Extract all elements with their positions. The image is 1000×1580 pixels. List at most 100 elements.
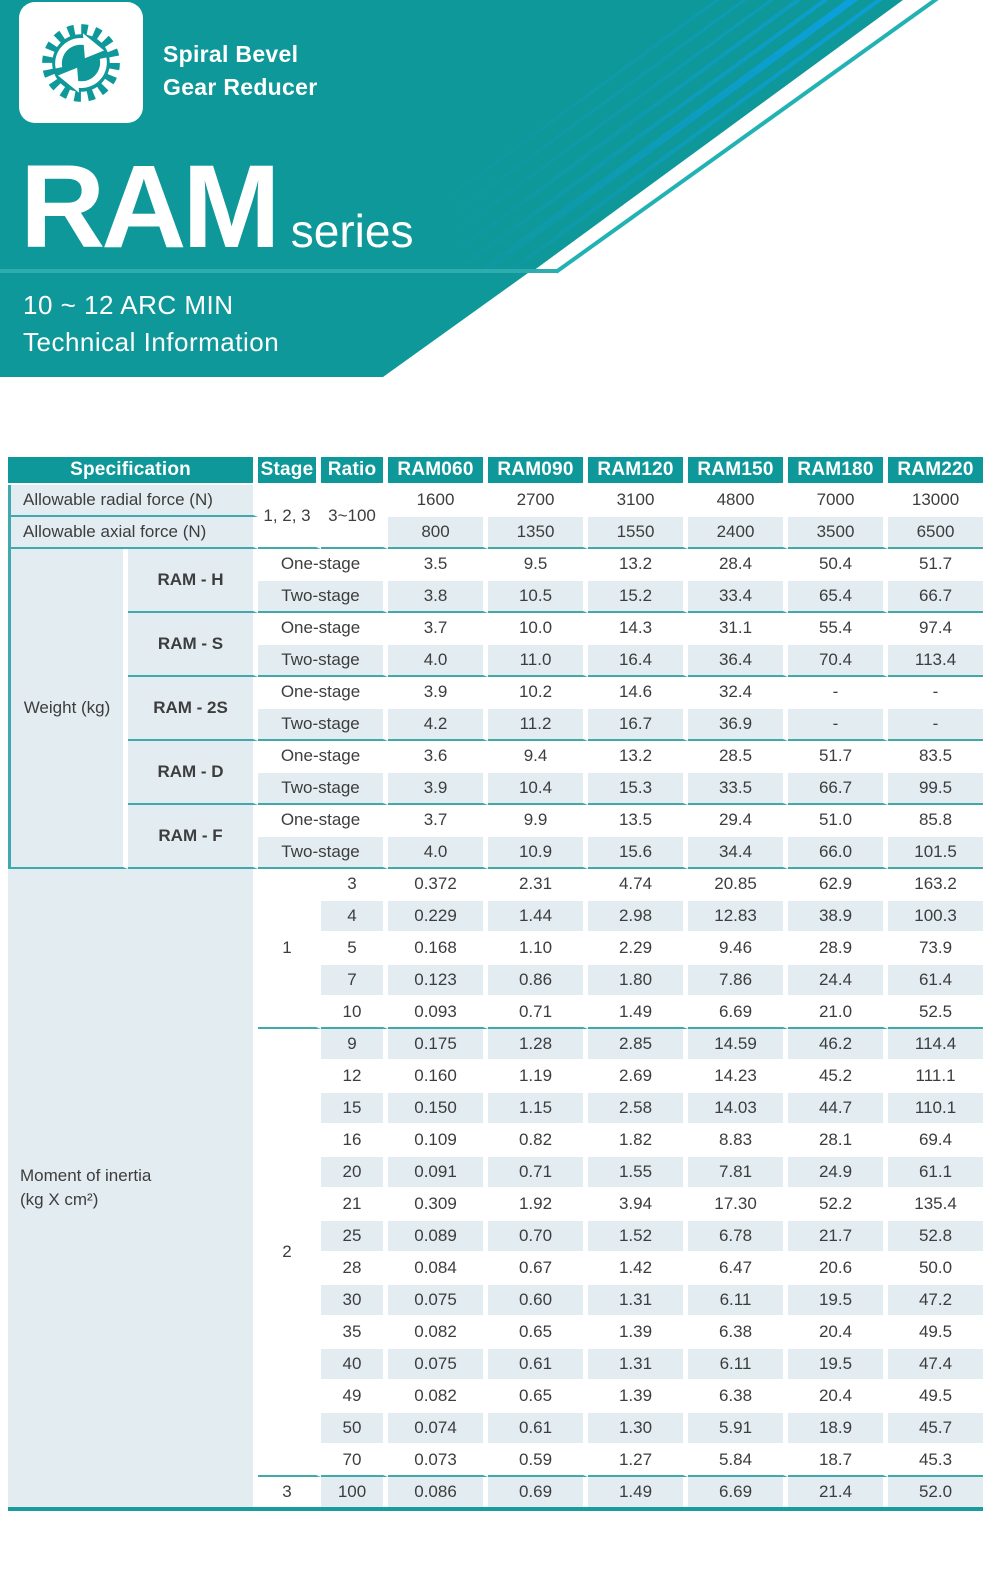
value-cell: 1.82	[588, 1125, 689, 1157]
value-cell: 0.69	[488, 1477, 589, 1507]
value-cell: 9.5	[488, 549, 589, 581]
value-cell: 6500	[888, 517, 984, 549]
ratio-cell: 16	[321, 1125, 389, 1157]
table-row: Two-stage 3.8 10.5 15.2 33.4 65.4 66.7	[8, 581, 984, 613]
value-cell: 20.4	[788, 1381, 889, 1413]
value-cell: 45.2	[788, 1061, 889, 1093]
table-bottom-bar	[8, 1507, 983, 1511]
value-cell: 15.2	[588, 581, 689, 613]
ratio-cell: 35	[321, 1317, 389, 1349]
value-cell: 1.19	[488, 1061, 589, 1093]
value-cell: 6.47	[688, 1253, 789, 1285]
column-header-ram090: RAM090	[488, 457, 589, 485]
value-cell: 69.4	[888, 1125, 984, 1157]
value-cell: 65.4	[788, 581, 889, 613]
value-cell: 66.7	[888, 581, 984, 613]
column-header-stage: Stage	[258, 457, 322, 485]
column-header-ratio: Ratio	[321, 457, 389, 485]
column-header-ram060: RAM060	[388, 457, 489, 485]
value-cell: 34.4	[688, 837, 789, 869]
value-cell: 47.4	[888, 1349, 984, 1381]
value-cell: 1.15	[488, 1093, 589, 1125]
value-cell: 3.9	[388, 773, 489, 805]
table-row: RAM - S One-stage 3.7 10.0 14.3 31.1 55.4 97.4	[8, 613, 984, 677]
value-cell: 6.11	[688, 1349, 789, 1381]
stage-type-cell: Two-stage	[258, 581, 389, 613]
value-cell: 3.9	[388, 677, 489, 709]
value-cell: 3.94	[588, 1189, 689, 1221]
spec-table: Specification Stage Ratio RAM060 RAM090 …	[8, 457, 984, 1507]
table-row: RAM - D One-stage 3.6 9.4 13.2 28.5 51.7 83.5	[8, 741, 984, 805]
value-cell: 4800	[688, 485, 789, 517]
table-row: Allowable radial force (N) 1, 2, 3 3~100 16…	[8, 485, 984, 549]
value-cell: 66.0	[788, 837, 889, 869]
value-cell: 62.9	[788, 869, 889, 901]
value-cell: 111.1	[888, 1061, 984, 1093]
value-cell: 14.03	[688, 1093, 789, 1125]
series-title: RAM series	[20, 148, 413, 266]
table-row: 20 0.091 0.71 1.55 7.81 24.9 61.1	[8, 1157, 984, 1189]
ratio-cell: 9	[321, 1029, 389, 1061]
value-cell: 36.4	[688, 645, 789, 677]
value-cell: 2.31	[488, 869, 589, 901]
value-cell: 14.3	[588, 613, 689, 645]
value-cell: 32.4	[688, 677, 789, 709]
value-cell: 110.1	[888, 1093, 984, 1125]
row-label: Allowable axial force (N)	[8, 517, 259, 549]
value-cell: 52.5	[888, 997, 984, 1029]
logo-card	[19, 2, 143, 123]
value-cell: 21.7	[788, 1221, 889, 1253]
ratio-cell: 10	[321, 997, 389, 1029]
value-cell: -	[788, 677, 889, 709]
ratio-cell: 15	[321, 1093, 389, 1125]
value-cell: 0.150	[388, 1093, 489, 1125]
table-row: 40 0.075 0.61 1.31 6.11 19.5 47.4	[8, 1349, 984, 1381]
value-cell: 11.0	[488, 645, 589, 677]
table-row: Two-stage 3.9 10.4 15.3 33.5 66.7 99.5	[8, 773, 984, 805]
diagonal-stripes	[294, 0, 888, 271]
table-row: 5 0.168 1.10 2.29 9.46 28.9 73.9	[8, 933, 984, 965]
value-cell: 0.084	[388, 1253, 489, 1285]
value-cell: 70.4	[788, 645, 889, 677]
table-row: 25 0.089 0.70 1.52 6.78 21.7 52.8	[8, 1221, 984, 1253]
value-cell: 52.2	[788, 1189, 889, 1221]
table-row: RAM - F One-stage 3.7 9.9 13.5 29.4 51.0 85.8	[8, 805, 984, 869]
ratio-cell: 50	[321, 1413, 389, 1445]
value-cell: 45.3	[888, 1445, 984, 1477]
value-cell: 163.2	[888, 869, 984, 901]
value-cell: 7.81	[688, 1157, 789, 1189]
value-cell: 113.4	[888, 645, 984, 677]
value-cell: 33.5	[688, 773, 789, 805]
table-row: 70 0.073 0.59 1.27 5.84 18.7 45.3	[8, 1445, 984, 1477]
subtitle-line1: 10 ~ 12 ARC MIN	[23, 290, 234, 320]
model-label: RAM - 2S	[128, 677, 259, 741]
value-cell: 47.2	[888, 1285, 984, 1317]
diagonal-outline-line	[554, 0, 939, 274]
ratio-cell: 12	[321, 1061, 389, 1093]
value-cell: 0.082	[388, 1381, 489, 1413]
stage-type-cell: One-stage	[258, 805, 389, 837]
value-cell: 2.85	[588, 1029, 689, 1061]
banner-background	[0, 0, 939, 377]
value-cell: 1350	[488, 517, 589, 549]
ratio-cell: 70	[321, 1445, 389, 1477]
value-cell: 16.7	[588, 709, 689, 741]
value-cell: 6.38	[688, 1381, 789, 1413]
ratio-cell: 3	[321, 869, 389, 901]
value-cell: 45.7	[888, 1413, 984, 1445]
value-cell: 1.31	[588, 1285, 689, 1317]
column-header-ram120: RAM120	[588, 457, 689, 485]
table-row: 10 0.093 0.71 1.49 6.69 21.0 52.5	[8, 997, 984, 1029]
value-cell: 61.4	[888, 965, 984, 997]
value-cell: 3500	[788, 517, 889, 549]
value-cell: 50.4	[788, 549, 889, 581]
table-row: Weight (kg) RAM - H One-stage 3.5 9.5 13.2 28.…	[8, 549, 984, 869]
value-cell: 0.59	[488, 1445, 589, 1477]
value-cell: 14.23	[688, 1061, 789, 1093]
value-cell: 0.86	[488, 965, 589, 997]
value-cell: 51.7	[888, 549, 984, 581]
table-row: Allowable axial force (N) 800 1350 1550 2400…	[8, 517, 984, 549]
value-cell: 1.42	[588, 1253, 689, 1285]
brand-title-line1: Spiral Bevel	[163, 41, 299, 67]
value-cell: 61.1	[888, 1157, 984, 1189]
